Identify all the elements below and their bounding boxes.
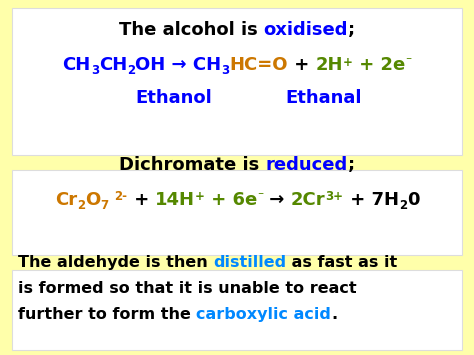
- Text: 3: 3: [91, 64, 99, 77]
- Text: ⁻: ⁻: [405, 55, 411, 69]
- Text: + 6e: + 6e: [205, 191, 257, 209]
- Text: + 2e: + 2e: [353, 56, 405, 74]
- Text: 2-: 2-: [115, 191, 128, 203]
- Text: OH → CH: OH → CH: [135, 56, 221, 74]
- Text: 2: 2: [399, 199, 407, 212]
- Text: CH: CH: [63, 56, 91, 74]
- Text: .: .: [331, 307, 337, 322]
- Text: 2: 2: [127, 64, 135, 77]
- Text: reduced: reduced: [265, 156, 348, 174]
- Text: ;: ;: [348, 156, 355, 174]
- Text: ⁻: ⁻: [257, 191, 264, 203]
- Text: +: +: [195, 191, 205, 203]
- Text: 2Cr: 2Cr: [291, 191, 326, 209]
- Text: 3+: 3+: [326, 191, 344, 203]
- Text: + 7H: + 7H: [344, 191, 399, 209]
- Text: +: +: [288, 56, 316, 74]
- Text: Ethanal: Ethanal: [285, 89, 362, 107]
- Polygon shape: [12, 170, 462, 255]
- Text: further to form the: further to form the: [18, 307, 197, 322]
- Text: Cr: Cr: [55, 191, 77, 209]
- Text: 2: 2: [77, 199, 85, 212]
- Text: O: O: [85, 191, 100, 209]
- Text: Ethanol: Ethanol: [135, 89, 212, 107]
- Text: HC=O: HC=O: [229, 56, 288, 74]
- Text: 3: 3: [221, 64, 229, 77]
- Text: is formed so that it is unable to react: is formed so that it is unable to react: [18, 281, 356, 296]
- Text: distilled: distilled: [213, 255, 286, 270]
- Text: The alcohol is: The alcohol is: [118, 21, 264, 39]
- Text: CH: CH: [99, 56, 127, 74]
- Text: as fast as it: as fast as it: [286, 255, 398, 270]
- Text: ;: ;: [348, 21, 356, 39]
- Polygon shape: [12, 270, 462, 350]
- Text: +: +: [128, 191, 155, 209]
- Text: 14H: 14H: [155, 191, 195, 209]
- Text: →: →: [264, 191, 291, 209]
- Text: +: +: [343, 55, 353, 69]
- Text: 0: 0: [407, 191, 419, 209]
- Text: Dichromate is: Dichromate is: [119, 156, 265, 174]
- Polygon shape: [12, 8, 462, 155]
- Text: carboxylic acid: carboxylic acid: [197, 307, 331, 322]
- Text: 7: 7: [100, 199, 109, 212]
- Text: oxidised: oxidised: [264, 21, 348, 39]
- Text: 2H: 2H: [316, 56, 343, 74]
- Text: The aldehyde is then: The aldehyde is then: [18, 255, 213, 270]
